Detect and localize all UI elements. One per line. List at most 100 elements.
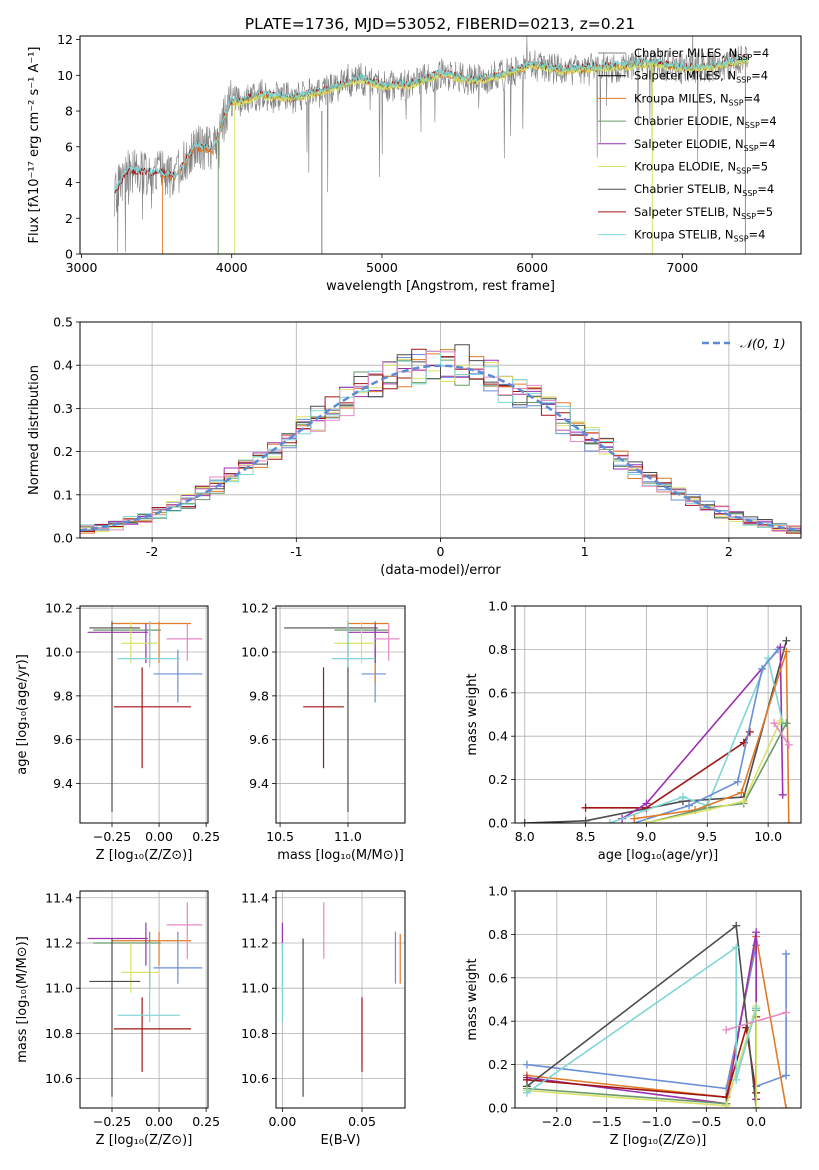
legend-label: Chabrier MILES, NSSP=4 — [634, 46, 769, 62]
errorbar-point — [331, 621, 376, 668]
errorbar-point — [166, 623, 203, 661]
x-tick-label: 9.5 — [697, 829, 717, 844]
y-tick-label: 0.2 — [488, 1057, 508, 1072]
y-tick-label: 11.0 — [241, 981, 269, 996]
weight-marker — [739, 797, 748, 806]
errorbar-point — [121, 942, 160, 993]
x-tick-label: 8.5 — [576, 829, 596, 844]
weight-marker — [782, 1008, 791, 1017]
y-tick-label: 0.2 — [488, 772, 508, 787]
legend-label: Chabrier ELODIE, NSSP=4 — [634, 114, 777, 130]
weight-marker — [776, 717, 785, 726]
weight-marker — [778, 790, 787, 799]
y-tick-label: 1.0 — [488, 599, 508, 614]
histogram-step — [80, 350, 801, 538]
weight-marker — [520, 819, 529, 823]
legend-label: Salpeter MILES, NSSP=4 — [634, 69, 768, 85]
weight-marker — [758, 664, 767, 673]
weight-series — [722, 1008, 791, 1034]
weight-series — [522, 921, 761, 1108]
x-tick-label: 2 — [725, 544, 733, 559]
weight-marker — [703, 805, 712, 814]
x-tick-label: 6000 — [516, 260, 548, 275]
x-axis-label: (data-model)/error — [380, 563, 501, 578]
weight-marker — [581, 803, 590, 812]
y-tick-label: 0.8 — [488, 927, 508, 942]
x-tick-label: 8.0 — [515, 829, 535, 844]
y-tick-label: 0.2 — [53, 444, 73, 459]
errorbar-point — [112, 621, 192, 663]
weight-marker — [782, 636, 791, 645]
weight-marker — [782, 1071, 791, 1080]
errorbar-point — [113, 667, 192, 769]
errorbar-point — [89, 621, 141, 813]
y-tick-label: 11.0 — [45, 981, 73, 996]
weight-line — [526, 945, 757, 1094]
y-tick-label: 10.2 — [45, 601, 73, 616]
weight-line — [609, 655, 784, 823]
x-tick-label: -2 — [146, 544, 158, 559]
y-axis-label: mass [log₁₀(M/M⊙)] — [15, 936, 30, 1063]
errorbar-point — [117, 621, 180, 668]
weight-series — [770, 719, 793, 749]
y-tick-label: 0 — [65, 247, 73, 262]
y-tick-label: 1.0 — [488, 884, 508, 899]
errorbar-point — [89, 938, 141, 1097]
weight-series — [522, 1006, 761, 1108]
axes-frame — [275, 890, 406, 1109]
weight-line — [726, 1011, 787, 1031]
y-tick-label: 9.4 — [249, 776, 269, 791]
x-tick-label: 0.25 — [192, 829, 220, 844]
y-tick-label: 9.6 — [53, 732, 73, 747]
y-tick-label: 10.0 — [45, 645, 73, 660]
x-tick-label: −0.25 — [93, 1114, 131, 1129]
y-tick-label: 9.4 — [53, 776, 73, 791]
x-tick-label: −2.0 — [542, 1114, 572, 1129]
weight-series — [630, 647, 793, 823]
plot-area-age_vs_mass — [284, 621, 400, 813]
weight-line — [526, 1005, 757, 1108]
x-tick-label: 0.25 — [192, 1114, 220, 1129]
weight-marker — [752, 928, 761, 937]
weight-marker — [782, 719, 791, 728]
x-axis-label: Z [log₁₀(Z/Z⊙)] — [610, 1133, 707, 1148]
y-tick-label: 0.0 — [488, 816, 508, 831]
y-tick-label: 0.1 — [53, 487, 73, 502]
axes-frame — [79, 605, 209, 824]
weight-marker — [782, 647, 791, 656]
weight-marker — [752, 1004, 761, 1013]
y-tick-label: 0.5 — [53, 315, 73, 330]
y-tick-label: 0.8 — [488, 642, 508, 657]
y-tick-label: 11.4 — [45, 890, 73, 905]
legend-label: Kroupa ELODIE, NSSP=5 — [634, 160, 768, 176]
x-tick-label: 11.0 — [334, 829, 362, 844]
weight-marker — [605, 819, 614, 823]
legend-label: Kroupa MILES, NSSP=4 — [634, 91, 760, 107]
y-tick-label: 9.8 — [249, 688, 269, 703]
axes-frame — [275, 605, 406, 824]
y-axis-label: Flux [fλ10⁻¹⁷ erg cm⁻² s⁻¹ A⁻¹] — [27, 47, 42, 244]
panel-age_vs_Z: −0.25 0.00 0.25 9.4 9.6 9.8 10.0 10.2 Z [log₁₀(Z… — [15, 601, 220, 863]
weight-marker — [770, 719, 779, 728]
y-tick-label: 0.4 — [488, 729, 508, 744]
y-tick-label: 9.8 — [53, 688, 73, 703]
weight-marker — [742, 1023, 751, 1032]
panel-weight_vs_Z: −2.0 −1.5 −1.0 −0.5 0.0 0.0 0.2 0.4 0.6 0.8 1.0 Z [… — [465, 884, 802, 1148]
y-tick-label: 9.6 — [249, 732, 269, 747]
x-tick-label: 7000 — [666, 260, 698, 275]
weight-marker — [642, 799, 651, 808]
errorbar-point — [113, 997, 192, 1072]
weight-marker — [722, 1025, 731, 1034]
errorbar-point — [153, 649, 203, 703]
x-tick-label: -1 — [290, 544, 302, 559]
axes-frame — [514, 605, 802, 824]
axes-frame — [514, 890, 802, 1109]
weight-line — [585, 731, 751, 809]
x-axis-label: Z [log₁₀(Z/Z⊙)] — [96, 1133, 193, 1148]
plot-area-mass_vs_EBV — [281, 902, 401, 1097]
y-tick-label: 11.2 — [241, 935, 269, 950]
weight-line — [526, 1016, 757, 1099]
weight-marker — [784, 740, 793, 749]
x-tick-label: 0.0 — [746, 1114, 766, 1129]
y-tick-label: 11.2 — [45, 935, 73, 950]
